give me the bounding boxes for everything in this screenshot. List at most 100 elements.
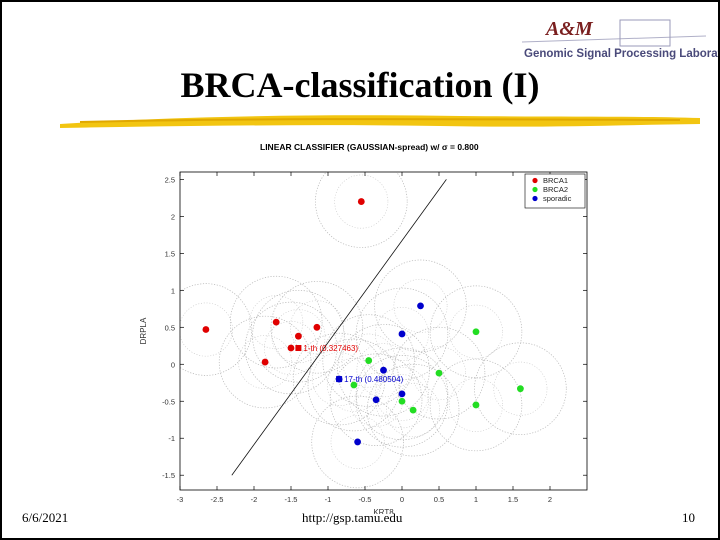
data-point-brca1 [357, 198, 365, 205]
data-point-brca2 [398, 397, 406, 405]
annotation-label: 1-th (0.327463) [303, 344, 358, 353]
spread-circle [429, 285, 523, 378]
x-tick-label: 1.5 [508, 495, 518, 504]
chart-title: LINEAR CLASSIFIER (GAUSSIAN-spread) w/ σ… [260, 142, 479, 152]
series-brca1 [202, 198, 365, 366]
legend-marker [532, 186, 538, 193]
spread-circle-inner [341, 333, 396, 388]
spread-circle [244, 301, 338, 395]
annotation-label: 17-th (0.480504) [344, 375, 403, 384]
slide-title: BRCA-classification (I) [180, 65, 540, 105]
spread-circle [329, 353, 423, 447]
title-underline [60, 115, 700, 128]
x-tick-label: 0 [400, 495, 404, 504]
logo-graphic [521, 19, 707, 47]
spread-circle [180, 283, 253, 376]
spread-circles [180, 172, 567, 489]
spread-circle [229, 275, 323, 369]
y-tick-label: 1 [171, 286, 175, 295]
x-tick-label: 1 [474, 495, 478, 504]
spread-circle-inner [493, 361, 548, 416]
data-point-brca2 [350, 381, 358, 389]
spread-circle [322, 314, 415, 407]
spread-circle [337, 323, 430, 417]
spread-circle-inner [326, 358, 381, 412]
data-point-brca1 [202, 326, 210, 333]
logo-lab-name: Genomic Signal Processing Laboratory [524, 48, 718, 60]
footer-date: 6/6/2021 [22, 510, 69, 525]
spread-circle-inner [386, 383, 441, 438]
spread-circle [307, 338, 401, 432]
footer-url[interactable]: http://gsp.tamu.edu [302, 510, 403, 525]
spread-circle [355, 347, 449, 441]
spread-circle [311, 395, 404, 489]
legend-label: sporadic [543, 194, 572, 203]
data-point-brca1 [313, 323, 321, 331]
spread-circle-inner [412, 346, 466, 401]
spread-circle [355, 355, 449, 448]
spread-circle-inner [238, 335, 293, 390]
data-point-sporadic [398, 390, 406, 398]
data-point-brca1 [272, 318, 280, 326]
spread-circle [429, 358, 523, 452]
annotation-marker [295, 345, 302, 352]
y-axis-label: DRPLA [139, 317, 148, 344]
x-tick-label: 2 [548, 495, 552, 504]
x-tick-label: 0.5 [434, 495, 444, 504]
spread-circle-inner [334, 174, 389, 229]
spread-circle-inner [393, 278, 448, 333]
data-point-sporadic [380, 366, 387, 374]
data-point-brca2 [472, 328, 480, 336]
x-tick-label: -1.5 [285, 495, 298, 504]
spread-circle [366, 363, 460, 457]
y-tick-label: 2.5 [165, 175, 175, 184]
y-tick-label: -1 [168, 434, 175, 443]
legend-label: BRCA2 [543, 185, 568, 194]
x-axis-label: KRT8 [373, 508, 394, 514]
series-brca2 [350, 328, 524, 414]
legend-marker [532, 177, 538, 184]
annotation-marker [336, 376, 343, 383]
y-tick-label: 1.5 [165, 249, 175, 258]
data-point-sporadic [417, 302, 424, 310]
x-tick-label: -0.5 [359, 495, 372, 504]
x-tick-label: -2 [251, 495, 258, 504]
x-tick-label: -1 [325, 495, 332, 504]
y-tick-label: 0.5 [165, 323, 175, 332]
data-point-brca2 [517, 385, 524, 393]
data-point-brca1 [295, 332, 302, 340]
x-tick-label: -3 [177, 495, 184, 504]
y-tick-label: -0.5 [162, 397, 175, 406]
spread-circle-inner [330, 414, 385, 469]
data-point-sporadic [372, 396, 380, 404]
spread-circle-inner [449, 304, 503, 359]
data-point-brca2 [409, 406, 417, 414]
spread-circle-inner [375, 366, 429, 421]
spread-circle-inner [356, 343, 411, 398]
spread-circle-inner [249, 295, 304, 350]
scatter-chart: -3 -2.5 -2 -1.5 -1 -0.5 0 0.5 1 1.5 2 -1.5 -1 -0.5 0 0.… [139, 171, 588, 514]
decision-boundary-line [231, 179, 447, 476]
data-point-sporadic [354, 438, 361, 446]
plot-frame [179, 171, 588, 491]
legend-marker [532, 195, 538, 202]
y-tick-label: 0 [171, 360, 175, 369]
page-number: 10 [682, 510, 695, 525]
y-tick-label: 2 [171, 212, 175, 221]
spread-circle-inner [449, 378, 503, 432]
spread-circle [474, 342, 567, 435]
spread-circle [392, 326, 486, 420]
spread-circle [292, 332, 386, 426]
spread-circle-inner [271, 309, 326, 364]
legend-label: BRCA1 [543, 176, 568, 185]
x-tick-label: -2.5 [211, 495, 224, 504]
data-point-brca2 [472, 401, 480, 409]
spread-circle-inner [264, 321, 318, 375]
logo-university: A&M [546, 18, 593, 40]
data-point-brca1 [287, 344, 295, 352]
data-point-brca2 [435, 369, 443, 377]
data-point-brca1 [261, 358, 269, 366]
data-point-sporadic [398, 330, 406, 338]
data-point-brca2 [365, 357, 373, 364]
